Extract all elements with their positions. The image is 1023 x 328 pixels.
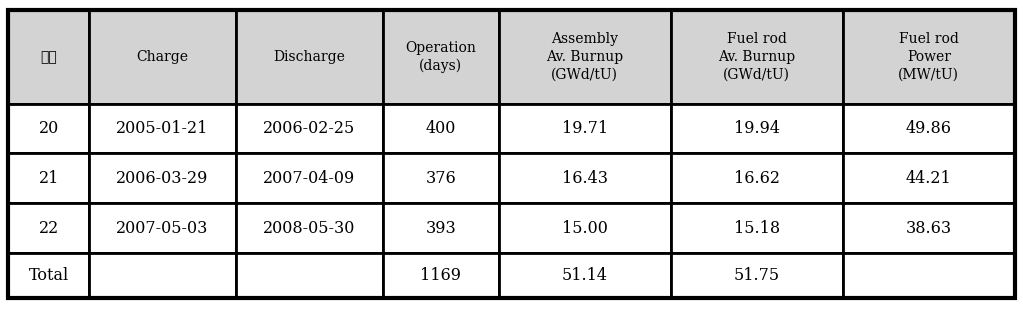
Text: 2007-04-09: 2007-04-09 [263, 170, 355, 187]
Bar [8, 253, 89, 298]
Text: 49.86: 49.86 [905, 120, 951, 137]
Text: 21: 21 [39, 170, 59, 187]
Text: 22: 22 [39, 219, 58, 236]
Bar [671, 104, 843, 154]
Bar [843, 10, 1015, 104]
Bar [383, 203, 499, 253]
Bar [8, 10, 1015, 298]
Text: 2006-03-29: 2006-03-29 [117, 170, 209, 187]
Bar [236, 104, 383, 154]
Text: Assembly
Av. Burnup
(GWd/tU): Assembly Av. Burnup (GWd/tU) [546, 32, 623, 82]
Text: 393: 393 [426, 219, 456, 236]
Bar [89, 154, 236, 203]
Text: 38.63: 38.63 [905, 219, 951, 236]
Text: 15.00: 15.00 [562, 219, 608, 236]
Bar [8, 104, 89, 154]
Bar [236, 10, 383, 104]
Bar [499, 154, 671, 203]
Text: Fuel rod
Av. Burnup
(GWd/tU): Fuel rod Av. Burnup (GWd/tU) [718, 32, 796, 82]
Bar [843, 154, 1015, 203]
Bar [383, 104, 499, 154]
Bar [8, 203, 89, 253]
Bar [671, 203, 843, 253]
Bar [89, 253, 236, 298]
Text: 44.21: 44.21 [906, 170, 951, 187]
Bar [499, 10, 671, 104]
Bar [499, 203, 671, 253]
Text: 51.14: 51.14 [562, 267, 608, 284]
Text: 2008-05-30: 2008-05-30 [263, 219, 355, 236]
Bar [671, 154, 843, 203]
Bar [383, 154, 499, 203]
Text: Charge: Charge [136, 50, 188, 64]
Text: 2005-01-21: 2005-01-21 [117, 120, 209, 137]
Text: 16.43: 16.43 [562, 170, 608, 187]
Text: 51.75: 51.75 [733, 267, 780, 284]
Text: 주기: 주기 [40, 50, 57, 64]
Bar [671, 10, 843, 104]
Text: 400: 400 [426, 120, 456, 137]
Bar [383, 253, 499, 298]
Bar [383, 10, 499, 104]
Bar [8, 10, 89, 104]
Text: 15.18: 15.18 [733, 219, 780, 236]
Bar [236, 154, 383, 203]
Bar [89, 10, 236, 104]
Text: 1169: 1169 [420, 267, 461, 284]
Bar [843, 203, 1015, 253]
Text: Total: Total [29, 267, 69, 284]
Bar [499, 253, 671, 298]
Text: Fuel rod
Power
(MW/tU): Fuel rod Power (MW/tU) [898, 32, 960, 82]
Text: Discharge: Discharge [273, 50, 345, 64]
Text: 2006-02-25: 2006-02-25 [263, 120, 355, 137]
Bar [671, 253, 843, 298]
Text: 19.94: 19.94 [733, 120, 780, 137]
Bar [236, 253, 383, 298]
Text: 376: 376 [426, 170, 456, 187]
Bar [89, 203, 236, 253]
Bar [843, 104, 1015, 154]
Bar [843, 253, 1015, 298]
Text: 16.62: 16.62 [733, 170, 780, 187]
Text: 19.71: 19.71 [562, 120, 608, 137]
Bar [8, 154, 89, 203]
Text: 20: 20 [39, 120, 58, 137]
Text: Operation
(days): Operation (days) [405, 41, 476, 73]
Bar [499, 104, 671, 154]
Text: 2007-05-03: 2007-05-03 [117, 219, 209, 236]
Bar [89, 104, 236, 154]
Bar [236, 203, 383, 253]
